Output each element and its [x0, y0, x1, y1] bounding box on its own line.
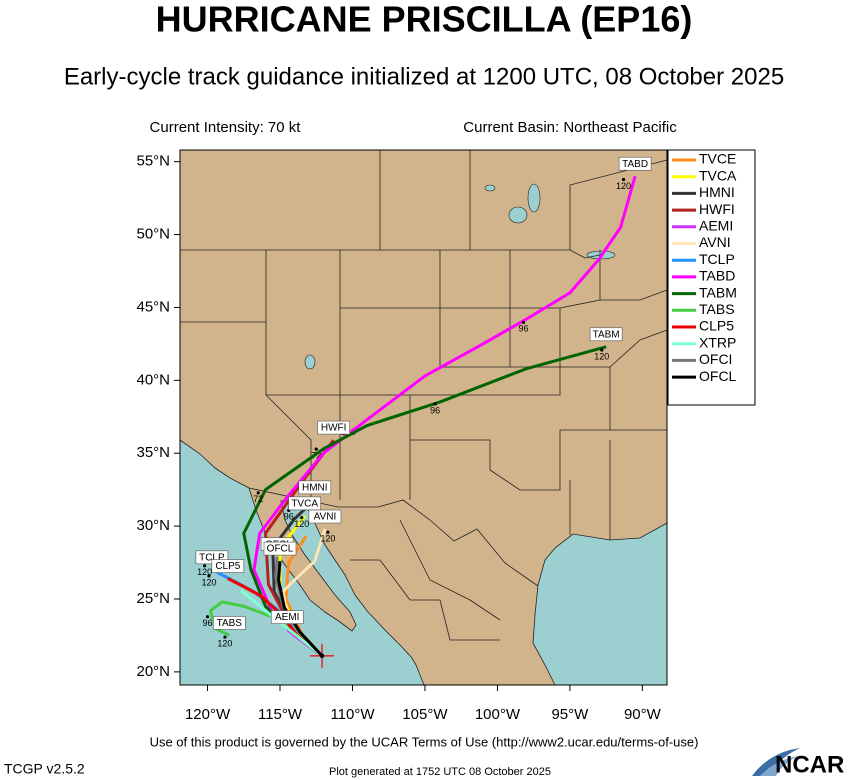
subtitle: Early-cycle track guidance initialized a…: [64, 63, 784, 90]
generated: Plot generated at 1752 UTC 08 October 20…: [329, 766, 551, 778]
tag-point: [433, 402, 437, 406]
x-tick-label: 120°W: [185, 706, 231, 723]
tag-label: 120: [320, 534, 335, 544]
track-label: TCLP: [199, 552, 225, 563]
track-label-box: [212, 616, 246, 630]
track-label: AVNI: [314, 512, 337, 523]
x-tick-label: 115°W: [258, 706, 303, 723]
logo-mark: [760, 756, 798, 776]
tag-label: 120: [201, 577, 216, 587]
x-tick-label: 90°W: [624, 706, 662, 723]
x-tick-label: 95°W: [551, 706, 589, 723]
map-frame: [179, 149, 668, 686]
track-label-box: [589, 327, 623, 342]
legend-label: TCLP: [699, 251, 735, 267]
tag-label: 120: [197, 567, 212, 577]
track-label: OFCL: [267, 544, 294, 555]
track-label-box: [308, 509, 342, 524]
tag-point: [326, 530, 330, 534]
x-tick-label: 100°W: [475, 706, 521, 723]
legend-label: TABD: [699, 268, 735, 284]
legend-label: AVNI: [699, 234, 731, 250]
tag-label: 96: [203, 618, 213, 628]
track-label-box: [288, 496, 321, 511]
tag-label: 96: [519, 324, 529, 334]
legend-label: CLP5: [699, 318, 734, 334]
track-label: AEMI: [275, 612, 299, 623]
y-tick-label: 20°N: [136, 663, 170, 680]
y-tick-label: 25°N: [136, 590, 170, 607]
track-label-box: [270, 610, 304, 624]
tag-point: [205, 615, 210, 619]
current-position-dot: [319, 653, 325, 659]
x-tick-label: 105°W: [402, 706, 448, 723]
y-tick-label: 30°N: [136, 517, 170, 534]
lake: [304, 354, 316, 370]
lake: [527, 183, 541, 213]
track-label: TABS: [217, 618, 243, 629]
tag-point: [223, 635, 227, 639]
legend-label: HMNI: [699, 184, 735, 200]
track-label: TABD: [622, 159, 648, 170]
y-tick-label: 40°N: [136, 371, 170, 388]
tag-label: 120: [217, 639, 232, 649]
y-tick-label: 55°N: [136, 153, 170, 170]
legend-label: OFCI: [699, 351, 732, 367]
track-label: TABM: [593, 329, 620, 340]
track-label-box: [298, 480, 332, 495]
lake: [484, 184, 496, 192]
tag-label: 72: [253, 494, 263, 504]
tag-label: 96: [284, 512, 294, 522]
tag-point: [256, 491, 260, 495]
tag-point: [203, 564, 207, 568]
logo-text: NCAR: [775, 751, 844, 778]
borders: [179, 150, 668, 641]
terms: Use of this product is governed by the U…: [150, 734, 699, 749]
track-label-box: [211, 559, 245, 573]
tracks: 120967212012012096120729612096120120TVCA…: [195, 156, 652, 668]
track-label-box: [317, 420, 350, 435]
logo-mark: [752, 748, 800, 776]
legend-label: HWFI: [699, 201, 735, 217]
legend-label: TABM: [699, 284, 737, 300]
intensity: Current Intensity: 70 kt: [150, 119, 302, 136]
tag-point: [600, 348, 604, 352]
track-label-box: [263, 541, 297, 556]
map: 120967212012012096120729612096120120TVCA…: [179, 149, 668, 686]
logo: NCAR: [752, 748, 844, 778]
track-label: TVCA: [291, 499, 318, 510]
tag-label: 120: [294, 519, 309, 529]
track-label: HMNI: [302, 483, 328, 494]
legend-label: OFCL: [699, 368, 737, 384]
tag-label: 96: [430, 405, 440, 415]
legend-label: XTRP: [699, 334, 736, 350]
version: TCGP v2.5.2: [4, 761, 85, 777]
tag-point: [521, 320, 526, 324]
y-tick-label: 50°N: [136, 226, 170, 243]
tag-point: [300, 516, 304, 520]
tag-point: [621, 177, 626, 182]
legend-label: TVCA: [699, 167, 737, 183]
tag-point: [314, 447, 318, 451]
track-label: HWFI: [321, 423, 347, 434]
track: [277, 560, 324, 657]
tag-point: [207, 574, 211, 578]
legend-label: TABS: [699, 301, 735, 317]
legend-label: TVCE: [699, 151, 736, 167]
basin: Current Basin: Northeast Pacific: [463, 119, 677, 136]
tag-label: 120: [594, 351, 609, 361]
y-tick-label: 45°N: [136, 298, 170, 315]
lake: [508, 206, 528, 224]
y-tick-label: 35°N: [136, 444, 170, 461]
title: HURRICANE PRISCILLA (EP16): [156, 0, 693, 40]
tag-label: 120: [616, 181, 631, 191]
legend-label: AEMI: [699, 218, 733, 234]
x-tick-label: 110°W: [330, 706, 375, 723]
track-label: CLP5: [215, 561, 240, 572]
track-label-box: [618, 156, 652, 171]
